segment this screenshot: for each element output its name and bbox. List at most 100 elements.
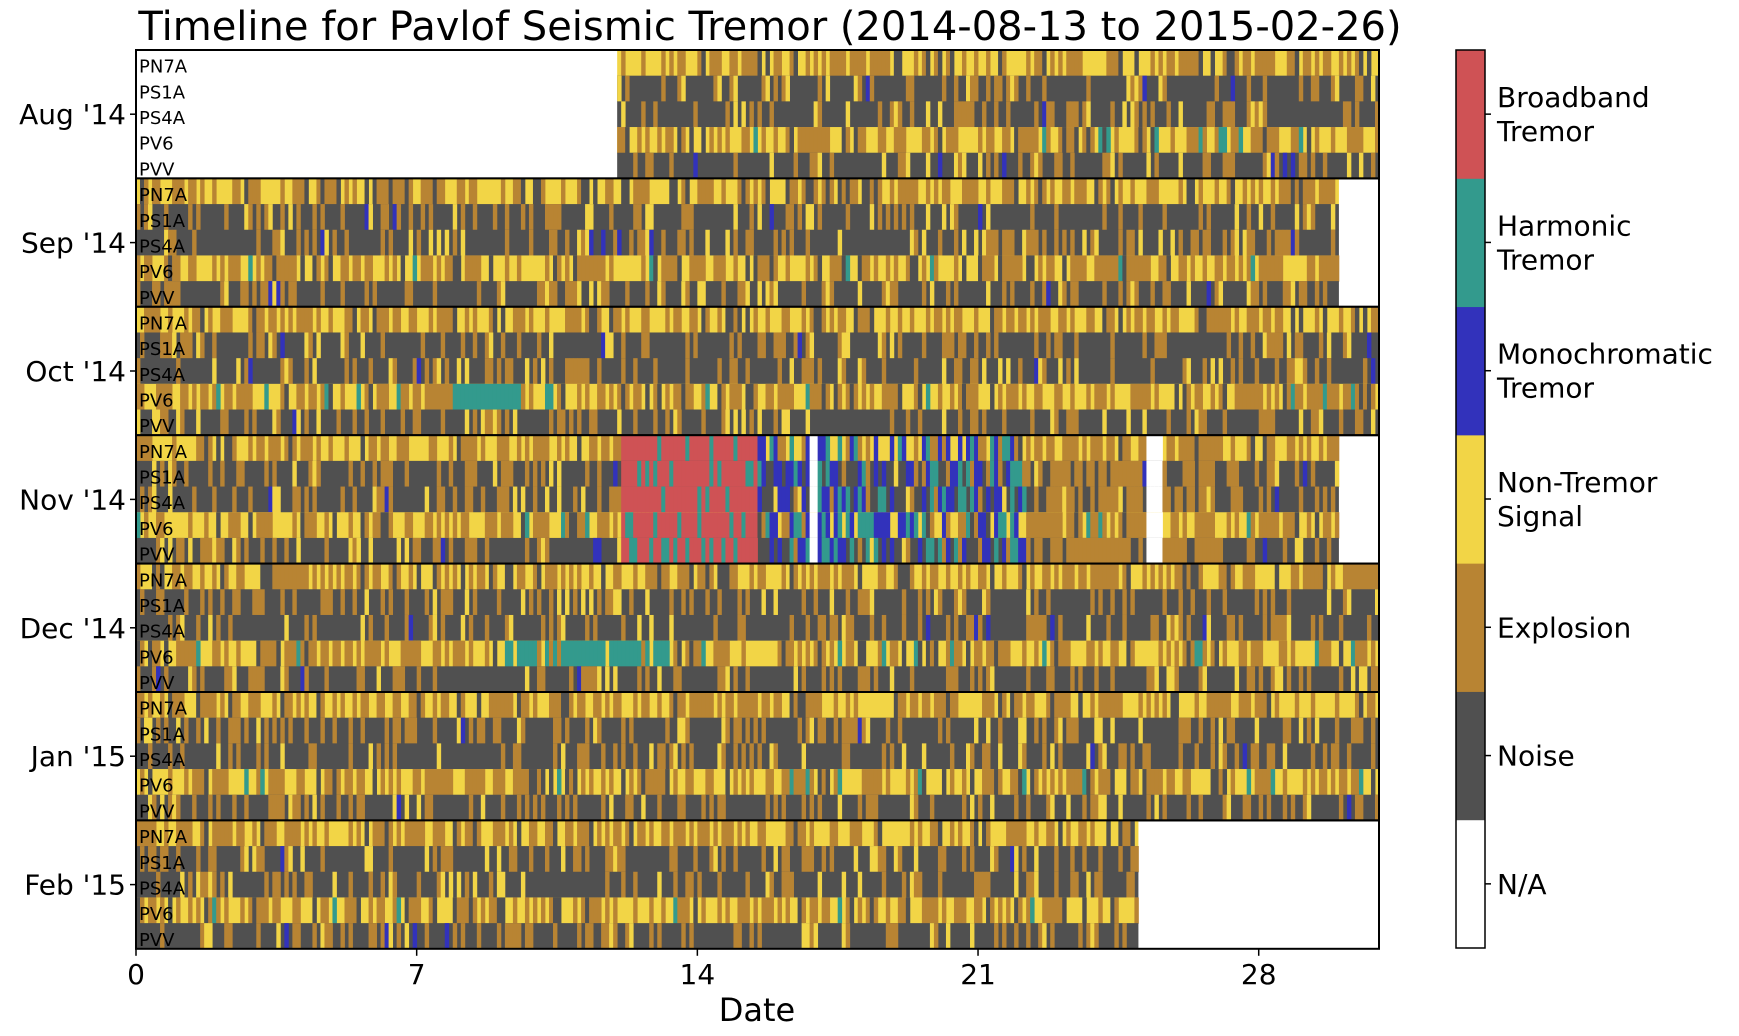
- class-segment: [857, 127, 863, 154]
- class-segment: [1194, 640, 1199, 667]
- class-segment: [1066, 563, 1071, 590]
- class-segment: [356, 666, 361, 693]
- class-segment: [1062, 178, 1067, 205]
- class-segment: [1286, 358, 1292, 385]
- class-segment: [1162, 589, 1167, 616]
- class-segment: [737, 692, 742, 719]
- class-segment: [436, 871, 442, 898]
- class-segment: [1230, 127, 1236, 154]
- class-segment: [1206, 229, 1211, 256]
- class-segment: [300, 255, 305, 282]
- class-segment: [1346, 589, 1352, 616]
- class-segment: [1134, 50, 1139, 77]
- class-segment: [1266, 306, 1272, 333]
- class-segment: [1250, 512, 1256, 539]
- class-segment: [1026, 614, 1031, 642]
- class-segment: [1142, 512, 1147, 539]
- class-segment: [589, 563, 594, 590]
- class-segment: [1294, 358, 1300, 385]
- class-segment: [432, 435, 438, 462]
- month-label: Aug '14: [19, 98, 126, 131]
- class-segment: [1374, 101, 1380, 128]
- class-segment: [424, 255, 430, 282]
- class-segment: [1234, 127, 1240, 154]
- class-segment: [1106, 614, 1111, 642]
- class-segment: [949, 332, 955, 359]
- class-segment: [408, 563, 414, 590]
- class-segment: [384, 255, 390, 282]
- class-segment: [172, 460, 177, 488]
- class-segment: [1254, 281, 1260, 308]
- class-segment: [1174, 383, 1179, 411]
- class-segment: [1294, 332, 1300, 359]
- class-segment: [280, 794, 285, 821]
- class-segment: [424, 589, 430, 616]
- class-segment: [344, 769, 349, 796]
- class-segment: [645, 435, 650, 462]
- class-segment: [765, 255, 770, 282]
- class-segment: [512, 846, 518, 873]
- class-segment: [524, 460, 530, 488]
- class-segment: [488, 512, 494, 539]
- class-segment: [998, 512, 1003, 539]
- class-segment: [553, 229, 558, 256]
- class-segment: [1294, 512, 1300, 539]
- class-segment: [601, 769, 606, 796]
- class-segment: [717, 537, 722, 565]
- class-segment: [500, 281, 506, 308]
- class-segment: [1010, 537, 1015, 565]
- class-segment: [998, 486, 1003, 513]
- class-segment: [260, 563, 265, 590]
- class-segment: [276, 435, 281, 462]
- class-segment: [1326, 383, 1332, 411]
- class-segment: [324, 255, 329, 282]
- class-segment: [557, 717, 562, 744]
- class-segment: [1062, 640, 1067, 667]
- class-segment: [444, 229, 450, 256]
- class-segment: [480, 897, 486, 924]
- class-segment: [857, 50, 863, 77]
- class-segment: [1042, 614, 1047, 642]
- class-segment: [1142, 255, 1147, 282]
- class-segment: [500, 897, 506, 924]
- class-segment: [978, 537, 983, 565]
- class-segment: [252, 820, 257, 847]
- class-segment: [717, 563, 722, 590]
- station-label: PS4A: [139, 878, 186, 899]
- class-segment: [885, 512, 891, 539]
- class-segment: [1246, 229, 1252, 256]
- class-segment: [296, 306, 301, 333]
- class-segment: [436, 306, 442, 333]
- class-segment: [1142, 769, 1147, 796]
- class-segment: [953, 127, 959, 154]
- class-segment: [1106, 820, 1111, 847]
- class-segment: [1046, 281, 1051, 308]
- class-segment: [472, 383, 478, 411]
- class-segment: [797, 897, 803, 924]
- class-segment: [544, 281, 550, 308]
- class-segment: [1334, 717, 1340, 744]
- class-segment: [801, 358, 807, 385]
- class-segment: [1058, 897, 1063, 924]
- class-segment: [1018, 152, 1023, 179]
- class-segment: [966, 101, 971, 128]
- class-segment: [933, 486, 939, 513]
- class-segment: [805, 229, 811, 256]
- class-segment: [1022, 846, 1027, 873]
- class-segment: [1174, 666, 1179, 693]
- class-segment: [492, 563, 498, 590]
- class-segment: [1154, 152, 1159, 179]
- class-segment: [805, 846, 811, 873]
- class-segment: [1178, 152, 1183, 179]
- class-segment: [1118, 50, 1123, 77]
- class-segment: [1002, 229, 1007, 256]
- class-segment: [1210, 383, 1216, 411]
- class-segment: [288, 435, 293, 462]
- class-segment: [1058, 152, 1063, 179]
- class-segment: [408, 229, 414, 256]
- class-segment: [1042, 281, 1047, 308]
- class-segment: [982, 101, 987, 128]
- class-segment: [1318, 255, 1324, 282]
- class-segment: [1262, 75, 1268, 102]
- class-segment: [1342, 769, 1348, 796]
